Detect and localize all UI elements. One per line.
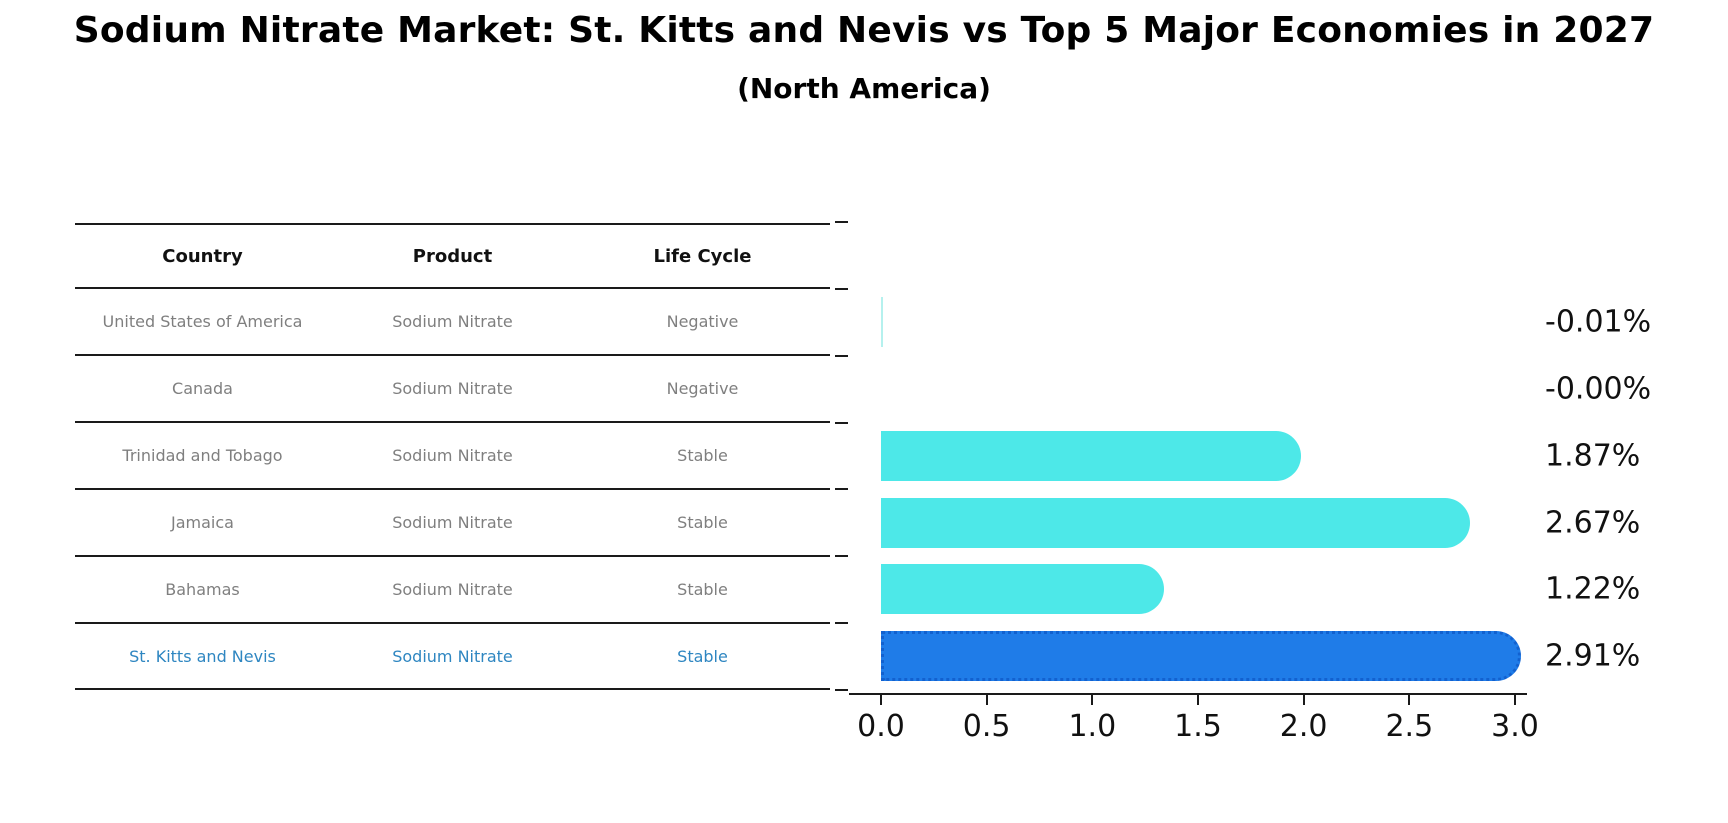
bar-trinidad-and-tobago — [881, 430, 1302, 481]
bar-value-label: 1.22% — [1545, 571, 1641, 607]
x-tick-label: 0.0 — [857, 709, 905, 744]
plot-area: -0.01% -0.00% 1.87% 2.67% 1.22% 2.91% 0.0 0.5 1.… — [835, 221, 1651, 744]
life-cycle-cell: Stable — [677, 513, 728, 532]
product-cell: Sodium Nitrate — [392, 513, 513, 532]
country-table: Country Product Life Cycle United States… — [75, 223, 830, 690]
country-cell: Canada — [172, 379, 233, 398]
x-tick-label: 0.5 — [962, 709, 1011, 744]
table-row: Jamaica Sodium Nitrate Stable — [75, 490, 830, 557]
bar-value-label: -0.01% — [1545, 304, 1652, 340]
x-axis-tick — [880, 695, 882, 705]
table-row: Bahamas Sodium Nitrate Stable — [75, 557, 830, 624]
y-axis-tick — [835, 287, 848, 290]
table-row: Trinidad and Tobago Sodium Nitrate Stabl… — [75, 423, 830, 490]
page-subtitle: (North America) — [737, 72, 991, 105]
country-cell: St. Kitts and Nevis — [129, 646, 276, 666]
x-tick-label: 1.5 — [1174, 709, 1222, 744]
page-title: Sodium Nitrate Market: St. Kitts and Nev… — [73, 10, 1655, 51]
bar-bahamas — [881, 564, 1164, 615]
bar-st-kitts-and-nevis — [881, 631, 1521, 682]
y-axis-tick — [835, 622, 848, 625]
country-cell: United States of America — [102, 312, 303, 331]
x-axis-tick — [1197, 695, 1199, 705]
x-axis-line — [849, 693, 1527, 695]
bar-value-label: 1.87% — [1545, 438, 1641, 474]
y-axis-tick — [835, 421, 848, 424]
bar-value-label: -0.00% — [1545, 371, 1652, 407]
life-cycle-cell: Stable — [677, 646, 728, 666]
product-cell: Sodium Nitrate — [392, 446, 513, 465]
x-axis-tick — [1514, 695, 1516, 705]
table-row: United States of America Sodium Nitrate … — [75, 289, 830, 356]
x-tick-label: 1.0 — [1068, 709, 1117, 744]
bar-value-label: 2.91% — [1545, 638, 1641, 674]
bar-united-states-of-america — [881, 297, 884, 347]
table-row: St. Kitts and Nevis Sodium Nitrate Stabl… — [75, 624, 830, 688]
country-cell: Jamaica — [171, 513, 234, 532]
y-axis-tick — [835, 221, 848, 223]
x-axis-tick — [1091, 695, 1094, 705]
column-header-country: Country — [162, 245, 243, 267]
life-cycle-cell: Negative — [666, 312, 739, 331]
x-tick-label: 2.5 — [1385, 709, 1434, 744]
country-cell: Bahamas — [165, 580, 240, 599]
x-axis-tick — [985, 695, 988, 705]
country-cell: Trinidad and Tobago — [122, 446, 283, 465]
product-cell: Sodium Nitrate — [392, 379, 513, 398]
y-axis-tick — [835, 555, 848, 558]
x-axis-tick — [1408, 695, 1411, 705]
y-axis-tick — [835, 689, 848, 692]
column-header-life-cycle: Life Cycle — [653, 245, 752, 267]
x-axis-tick — [1302, 695, 1305, 705]
life-cycle-cell: Stable — [677, 446, 728, 465]
y-axis-tick — [835, 488, 848, 491]
column-header-product: Product — [412, 245, 493, 267]
table-row: Canada Sodium Nitrate Negative — [75, 356, 830, 423]
bar-jamaica — [881, 497, 1471, 548]
life-cycle-cell: Negative — [666, 379, 739, 398]
x-tick-label: 2.0 — [1279, 709, 1328, 744]
product-cell: Sodium Nitrate — [392, 580, 513, 599]
product-cell: Sodium Nitrate — [392, 312, 513, 331]
product-cell: Sodium Nitrate — [392, 646, 513, 666]
x-tick-label: 3.0 — [1491, 709, 1539, 744]
bar-value-label: 2.67% — [1545, 505, 1641, 541]
life-cycle-cell: Stable — [677, 580, 728, 599]
table-header-row: Country Product Life Cycle — [75, 225, 830, 289]
y-axis-tick — [835, 354, 848, 357]
